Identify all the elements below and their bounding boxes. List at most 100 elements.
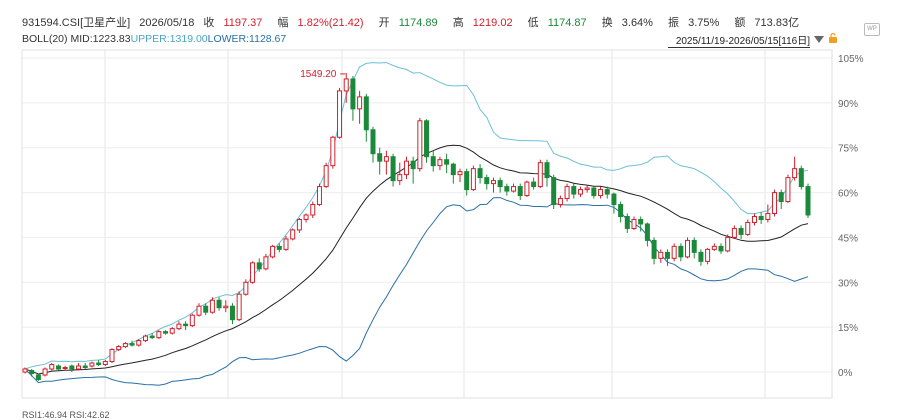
- candle-body: [370, 129, 376, 155]
- candle-body: [89, 362, 95, 367]
- candle-body: [557, 198, 563, 206]
- candle-body: [798, 168, 804, 188]
- candle-body: [290, 229, 296, 240]
- candle-body: [35, 374, 41, 380]
- candle-body: [263, 256, 269, 270]
- y-tick-label: 90%: [838, 99, 858, 110]
- candle-body: [296, 218, 302, 231]
- candle-body: [203, 305, 209, 313]
- boll-upper: UPPER:1319.00: [130, 33, 208, 45]
- high-value: 1219.02: [472, 17, 513, 29]
- close-value: 1197.37: [223, 17, 263, 29]
- candle-body: [511, 186, 517, 192]
- dropdown-triangle-icon[interactable]: [814, 36, 824, 43]
- candle-body: [738, 227, 744, 235]
- candle-body: [631, 218, 637, 229]
- boll-bands: [24, 62, 809, 386]
- candle-body: [209, 299, 215, 313]
- quote-date: 2026/05/18: [139, 17, 195, 29]
- candle-body: [470, 168, 476, 191]
- candle-body: [316, 186, 322, 206]
- chart-grid: [21, 49, 833, 399]
- candle-body: [584, 187, 590, 191]
- candle-body: [651, 239, 657, 259]
- boll-mid-line: [24, 144, 809, 375]
- open-label: 开: [378, 17, 390, 29]
- candle-body: [390, 156, 396, 182]
- candle-body: [551, 177, 557, 206]
- candle-body: [142, 335, 148, 342]
- candle-body: [136, 340, 142, 346]
- candle-body: [664, 251, 670, 259]
- lock-icon[interactable]: [828, 33, 838, 43]
- candle-body: [62, 367, 68, 370]
- candle-body: [270, 245, 276, 258]
- candles: [22, 72, 811, 381]
- candle-body: [49, 364, 55, 370]
- date-range-selector[interactable]: 2025/11/19-2026/05/15[116日]: [668, 32, 810, 48]
- index-code: 931594.CSI[卫星产业]: [22, 17, 131, 29]
- wp-logo-icon[interactable]: WP: [864, 23, 880, 36]
- candle-body: [42, 368, 48, 376]
- candle-body: [363, 96, 369, 131]
- candle-body: [598, 189, 604, 197]
- change-label: 幅: [277, 17, 289, 29]
- candle-body: [731, 227, 737, 238]
- candle-body: [82, 365, 88, 369]
- candle-body: [725, 236, 731, 252]
- plot-frame: [21, 49, 833, 399]
- boll-lower: LOWER:1128.67: [207, 33, 287, 45]
- amount-value: 713.83亿: [754, 17, 800, 29]
- candle-body: [96, 362, 102, 366]
- candle-body: [778, 192, 784, 203]
- candle-body: [76, 365, 82, 370]
- candle-body: [116, 346, 122, 351]
- candle-body: [618, 204, 624, 217]
- candle-body: [705, 248, 711, 262]
- candle-body: [303, 214, 309, 220]
- boll-mid: MID:1223.83: [70, 33, 131, 45]
- boll-upper-line: [24, 62, 809, 370]
- candle-body: [357, 96, 363, 110]
- candle-body: [718, 245, 724, 252]
- candle-body: [330, 136, 336, 167]
- candle-body: [497, 180, 503, 188]
- high-label: 高: [452, 17, 464, 29]
- candle-body: [243, 281, 249, 295]
- candle-body: [337, 90, 343, 138]
- candle-body: [678, 245, 684, 258]
- y-tick-label: 15%: [838, 323, 858, 334]
- candle-body: [69, 365, 75, 370]
- candle-body: [772, 192, 778, 215]
- rsi-readout: RSI1:46.94 RSI:42.62: [22, 410, 110, 420]
- candle-body: [638, 218, 644, 225]
- y-tick-label: 45%: [838, 233, 858, 244]
- y-tick-label: 75%: [838, 144, 858, 155]
- candle-body: [343, 78, 349, 92]
- amplitude-label: 振: [668, 17, 680, 29]
- candle-body: [102, 361, 108, 366]
- candle-body: [109, 349, 115, 363]
- amount-label: 额: [734, 17, 746, 29]
- candle-body: [129, 343, 135, 346]
- candle-body: [464, 171, 470, 191]
- candle-body: [383, 156, 389, 162]
- candle-body: [229, 305, 235, 321]
- candle-body: [176, 323, 182, 330]
- candle-body: [189, 314, 195, 327]
- candle-body: [216, 299, 222, 309]
- peak-annotation: 1549.20: [300, 69, 346, 80]
- candle-body: [223, 305, 229, 309]
- candle-body: [758, 215, 764, 220]
- candle-body: [751, 215, 757, 223]
- candle-body: [377, 153, 383, 162]
- candle-body: [149, 335, 155, 339]
- candle-body: [430, 156, 436, 167]
- candle-body: [256, 262, 262, 270]
- candle-body: [624, 215, 630, 229]
- candle-body: [537, 162, 543, 188]
- candle-body: [403, 160, 409, 176]
- candle-body: [169, 328, 175, 334]
- change-value: 1.82%(21.42): [297, 17, 364, 29]
